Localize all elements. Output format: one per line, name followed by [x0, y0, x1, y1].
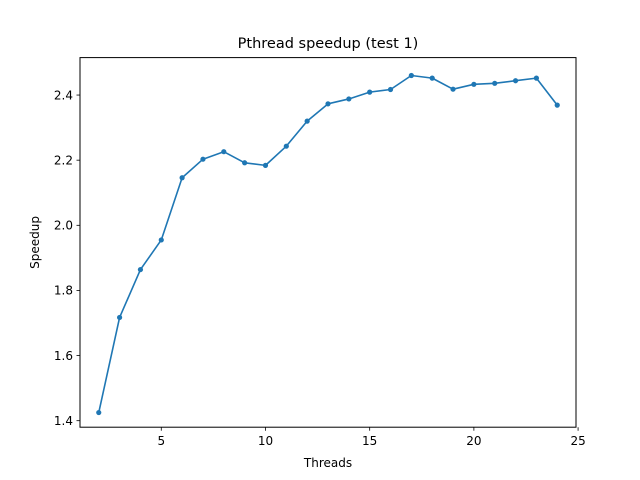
x-tick-label: 10 [258, 434, 273, 448]
data-point [304, 118, 310, 124]
x-axis: 5 10 15 20 25 [157, 427, 586, 448]
data-point [283, 143, 289, 149]
chart-title: Pthread speedup (test 1) [238, 36, 419, 52]
x-tick-label: 15 [362, 434, 377, 448]
data-point [367, 89, 373, 95]
x-tick-label: 20 [466, 434, 481, 448]
data-point [533, 75, 540, 81]
y-tick-label: 2.4 [54, 88, 73, 102]
x-axis-label: Threads [303, 456, 352, 470]
y-axis: 1.4 1.6 1.8 2.0 2.2 2.4 [54, 88, 80, 428]
data-point [429, 75, 435, 81]
plot-area [96, 72, 560, 416]
data-point [221, 149, 227, 155]
x-tick-label: 5 [157, 434, 165, 448]
data-point [554, 102, 560, 108]
data-point [387, 86, 394, 93]
y-tick-label: 1.4 [54, 414, 73, 428]
data-point [492, 80, 498, 86]
data-point [96, 409, 102, 416]
data-point [471, 81, 477, 87]
data-point [200, 156, 206, 162]
axes-frame [79, 57, 577, 428]
data-point [450, 86, 456, 92]
data-point [262, 162, 269, 168]
data-point [512, 78, 519, 84]
y-tick-label: 1.6 [54, 349, 73, 363]
data-point [408, 72, 414, 79]
data-point [137, 266, 144, 273]
y-tick-label: 1.8 [54, 284, 73, 298]
y-tick-label: 2.2 [54, 153, 73, 167]
data-point [117, 314, 123, 321]
data-point [179, 175, 185, 181]
y-tick-label: 2.0 [54, 219, 73, 233]
data-point [346, 96, 352, 102]
data-point [158, 237, 164, 243]
data-point [325, 101, 331, 107]
y-axis-label: Speedup [28, 216, 42, 269]
data-point [242, 160, 248, 166]
x-tick-label: 25 [570, 434, 585, 448]
series-line [97, 74, 558, 413]
